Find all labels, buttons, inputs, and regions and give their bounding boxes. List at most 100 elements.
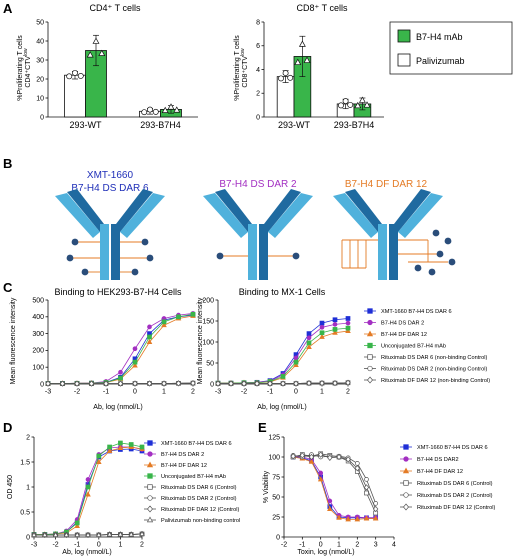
chart-title: Binding to HEK293-B7-H4 Cells bbox=[54, 287, 182, 297]
x-tick-label: -3 bbox=[215, 389, 221, 396]
data-point bbox=[345, 327, 351, 334]
data-point bbox=[327, 505, 333, 511]
y-tick-label: 8 bbox=[256, 19, 260, 26]
replicate-point bbox=[298, 40, 306, 47]
y-tick-label: 100 bbox=[202, 339, 214, 346]
x-axis-label: Toxin, log (nmol/L) bbox=[297, 549, 354, 556]
x-tick-label: 2 bbox=[191, 389, 195, 396]
y-axis-label: Mean fluorescence intensity bbox=[10, 297, 17, 384]
legend-marker bbox=[146, 461, 154, 468]
data-point bbox=[306, 340, 312, 346]
legend-marker bbox=[403, 503, 409, 511]
data-point bbox=[132, 362, 138, 368]
legend-label: B7-H4 DS DAR 2 bbox=[381, 321, 424, 327]
data-point bbox=[345, 379, 351, 386]
panel-e-chart: Toxin, log (nmol/L) % Viability 0 25 50 75 1… bbox=[263, 434, 396, 556]
x-tick-label: 2 bbox=[355, 542, 359, 549]
legend-marker bbox=[403, 492, 409, 498]
data-point bbox=[241, 380, 247, 387]
y-tick-label: 100 bbox=[32, 365, 44, 372]
data-point bbox=[336, 453, 342, 461]
data-point bbox=[354, 516, 361, 522]
x-tick-label: 1 bbox=[162, 389, 166, 396]
data-point bbox=[319, 333, 325, 339]
series-line-1 bbox=[34, 446, 143, 535]
panel-a-label: A bbox=[3, 1, 13, 16]
legend-marker bbox=[147, 495, 153, 501]
data-point bbox=[42, 531, 48, 537]
x-tick-label: -2 bbox=[241, 389, 247, 396]
legend-label: Rituximab DS DAR 2 (Control) bbox=[417, 493, 493, 499]
legend-label: Rituximab DF DAR 12 (Control) bbox=[417, 505, 495, 511]
replicate-point bbox=[92, 37, 100, 44]
data-point bbox=[327, 498, 333, 504]
data-point bbox=[293, 380, 299, 387]
data-point bbox=[176, 314, 181, 320]
legend-label: Rituximab DF DAR 12 (non-binding Control… bbox=[381, 378, 490, 384]
data-point bbox=[117, 444, 124, 450]
x-tick-label: 3 bbox=[374, 542, 378, 549]
data-point bbox=[293, 361, 299, 368]
data-point bbox=[52, 531, 59, 537]
data-point bbox=[332, 329, 338, 335]
panel-e-label: E bbox=[258, 420, 267, 435]
x-tick-label: 1 bbox=[118, 542, 122, 549]
data-point bbox=[88, 380, 95, 387]
x-tick-label: -2 bbox=[74, 389, 80, 396]
x-tick-label: -2 bbox=[281, 542, 287, 549]
data-point bbox=[228, 380, 234, 387]
panel-d-legend: XMT-1660 B7-H4 DS DAR 6 B7-H4 DS DAR 2 B7-… bbox=[144, 440, 240, 524]
data-point bbox=[319, 380, 325, 387]
data-point bbox=[293, 359, 299, 365]
data-point bbox=[345, 320, 351, 326]
panel-a-legend: B7-H4 mAb Palivizumab bbox=[389, 21, 513, 75]
data-point bbox=[299, 452, 305, 459]
series-line-5 bbox=[293, 454, 377, 510]
x-tick-label: -1 bbox=[299, 542, 305, 549]
data-point bbox=[345, 325, 351, 331]
x-category-label: 293-WT bbox=[69, 120, 102, 130]
y-tick-label: 0.5 bbox=[20, 509, 30, 516]
data-point bbox=[332, 322, 338, 327]
x-category-label: 293-WT bbox=[278, 120, 311, 130]
x-tick-label: 1 bbox=[337, 542, 341, 549]
data-point bbox=[63, 531, 70, 537]
antibody-3-variant: B7-H4 DF DAR 12 bbox=[345, 179, 428, 190]
data-point bbox=[118, 369, 123, 375]
data-point bbox=[31, 531, 37, 537]
x-tick-label: 2 bbox=[140, 542, 144, 549]
y-axis-label: Mean fluorescence intensity bbox=[197, 297, 204, 384]
data-point bbox=[363, 484, 370, 491]
y-tick-label: 0 bbox=[40, 381, 44, 388]
legend-label: XMT-1660 B7-H4 DS DAR 6 bbox=[417, 445, 488, 451]
panel-c-legend: XMT-1660 B7-H4 DS DAR 6 B7-H4 DS DAR 2 B7-… bbox=[364, 308, 490, 384]
x-category-label: 293-B7H4 bbox=[334, 120, 375, 130]
y-tick-label: 1.5 bbox=[20, 459, 30, 466]
legend-label: Unconjugated B7-H4 mAb bbox=[381, 344, 446, 350]
replicate-point bbox=[86, 51, 94, 58]
replicate-point bbox=[358, 96, 366, 103]
legend-marker bbox=[366, 330, 374, 337]
x-tick-label: -1 bbox=[103, 389, 109, 396]
data-point bbox=[306, 380, 312, 387]
data-point bbox=[293, 355, 299, 361]
legend-swatch-b7h4 bbox=[397, 29, 411, 43]
data-point bbox=[96, 458, 102, 464]
data-point bbox=[318, 470, 324, 476]
data-point bbox=[107, 444, 112, 450]
panel-e-legend: XMT-1660 B7-H4 DS DAR 6 B7-H4 DS DAR2 B7-H… bbox=[400, 444, 495, 511]
data-point bbox=[345, 516, 351, 522]
y-tick-label: 75 bbox=[272, 474, 280, 481]
antibody-1-variant: B7-H4 DS DAR 6 bbox=[71, 183, 149, 194]
x-tick-label: 0 bbox=[294, 389, 298, 396]
replicate-point bbox=[278, 75, 284, 82]
legend-marker bbox=[147, 484, 153, 490]
y-tick-label: 125 bbox=[268, 434, 280, 441]
data-point bbox=[147, 334, 152, 340]
data-point bbox=[128, 531, 134, 537]
legend-label: Rituximab DF DAR 12 (Control) bbox=[161, 507, 239, 513]
replicate-point bbox=[354, 101, 362, 109]
data-point bbox=[132, 380, 138, 387]
data-point bbox=[96, 531, 102, 537]
